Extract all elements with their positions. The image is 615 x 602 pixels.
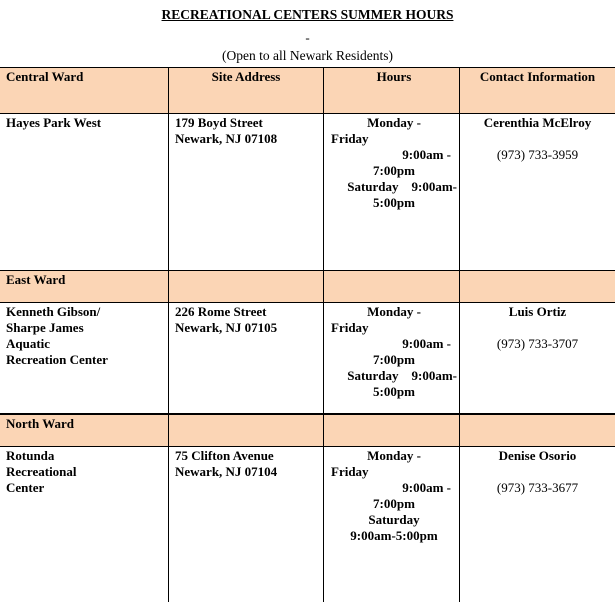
site-hours: Monday - Friday 9:00am - 7:00pm Saturday… bbox=[323, 302, 459, 413]
site-name-line: Rotunda bbox=[6, 448, 55, 463]
separator-dash: - bbox=[305, 30, 310, 45]
hours-line: Friday bbox=[331, 131, 369, 146]
hours-line: 9:00am-5:00pm bbox=[350, 528, 438, 543]
hours-line: Monday - bbox=[367, 304, 421, 319]
address-line: 179 Boyd Street bbox=[175, 115, 263, 130]
header-hours: Hours bbox=[323, 67, 459, 113]
ward-header-blank bbox=[323, 413, 459, 446]
site-contact: Luis Ortiz (973) 733-3707 bbox=[459, 302, 615, 413]
hours-line: Saturday bbox=[368, 512, 420, 527]
header-central-ward: Central Ward bbox=[0, 67, 168, 113]
ward-name: North Ward bbox=[0, 413, 168, 446]
site-hours: Monday - Friday 9:00am - 7:00pm Saturday… bbox=[323, 446, 459, 602]
site-name-line: Recreational bbox=[6, 464, 77, 479]
site-name-line: Kenneth Gibson/ bbox=[6, 304, 101, 319]
hours-line: Monday - bbox=[367, 115, 421, 130]
hours-line: 7:00pm bbox=[373, 352, 415, 367]
subtitle: (Open to all Newark Residents) bbox=[222, 48, 393, 63]
ward-header-blank bbox=[168, 270, 323, 302]
site-name-line: Hayes Park West bbox=[6, 115, 102, 130]
contact-phone: (973) 733-3677 bbox=[496, 480, 579, 495]
header-site-address: Site Address bbox=[168, 67, 323, 113]
ward-header-blank bbox=[459, 270, 615, 302]
site-address: 226 Rome Street Newark, NJ 07105 bbox=[168, 302, 323, 413]
hours-line: Monday - bbox=[367, 448, 421, 463]
hours-line: 9:00am - bbox=[402, 336, 451, 351]
site-contact: Cerenthia McElroy (973) 733-3959 bbox=[459, 113, 615, 270]
hours-line: 5:00pm bbox=[373, 384, 415, 399]
page-title: RECREATIONAL CENTERS SUMMER HOURS bbox=[161, 7, 454, 22]
hours-line: Friday bbox=[331, 464, 369, 479]
address-line: Newark, NJ 07108 bbox=[175, 131, 278, 146]
site-name-line: Center bbox=[6, 480, 45, 495]
contact-name: Luis Ortiz bbox=[508, 304, 567, 319]
site-name-line: Sharpe James bbox=[6, 320, 84, 335]
address-line: Newark, NJ 07105 bbox=[175, 320, 278, 335]
hours-line: 9:00am - bbox=[402, 147, 451, 162]
site-address: 75 Clifton Avenue Newark, NJ 07104 bbox=[168, 446, 323, 602]
address-line: 226 Rome Street bbox=[175, 304, 267, 319]
hours-line: Friday bbox=[331, 320, 369, 335]
hours-line: Saturday 9:00am- bbox=[347, 179, 457, 194]
ward-header-blank bbox=[459, 413, 615, 446]
address-line: 75 Clifton Avenue bbox=[175, 448, 274, 463]
hours-line: Saturday 9:00am- bbox=[347, 368, 457, 383]
site-name: Kenneth Gibson/ Sharpe James Aquatic Rec… bbox=[0, 302, 168, 413]
address-line: Newark, NJ 07104 bbox=[175, 464, 278, 479]
ward-header-blank bbox=[323, 270, 459, 302]
hours-line: 5:00pm bbox=[373, 195, 415, 210]
hours-line: 7:00pm bbox=[373, 496, 415, 511]
contact-name: Denise Osorio bbox=[498, 448, 577, 463]
hours-line: 9:00am - bbox=[402, 480, 451, 495]
site-hours: Monday - Friday 9:00am - 7:00pm Saturday… bbox=[323, 113, 459, 270]
contact-phone: (973) 733-3959 bbox=[496, 147, 579, 162]
header-contact: Contact Information bbox=[459, 67, 615, 113]
site-name: Rotunda Recreational Center bbox=[0, 446, 168, 602]
contact-phone: (973) 733-3707 bbox=[496, 336, 579, 351]
contact-name: Cerenthia McElroy bbox=[483, 115, 592, 130]
ward-header-blank bbox=[168, 413, 323, 446]
site-contact: Denise Osorio (973) 733-3677 bbox=[459, 446, 615, 602]
hours-line: 7:00pm bbox=[373, 163, 415, 178]
site-name-line: Aquatic bbox=[6, 336, 51, 351]
site-name-line: Recreation Center bbox=[6, 352, 108, 367]
site-name: Hayes Park West bbox=[0, 113, 168, 270]
site-address: 179 Boyd Street Newark, NJ 07108 bbox=[168, 113, 323, 270]
ward-name: East Ward bbox=[0, 270, 168, 302]
